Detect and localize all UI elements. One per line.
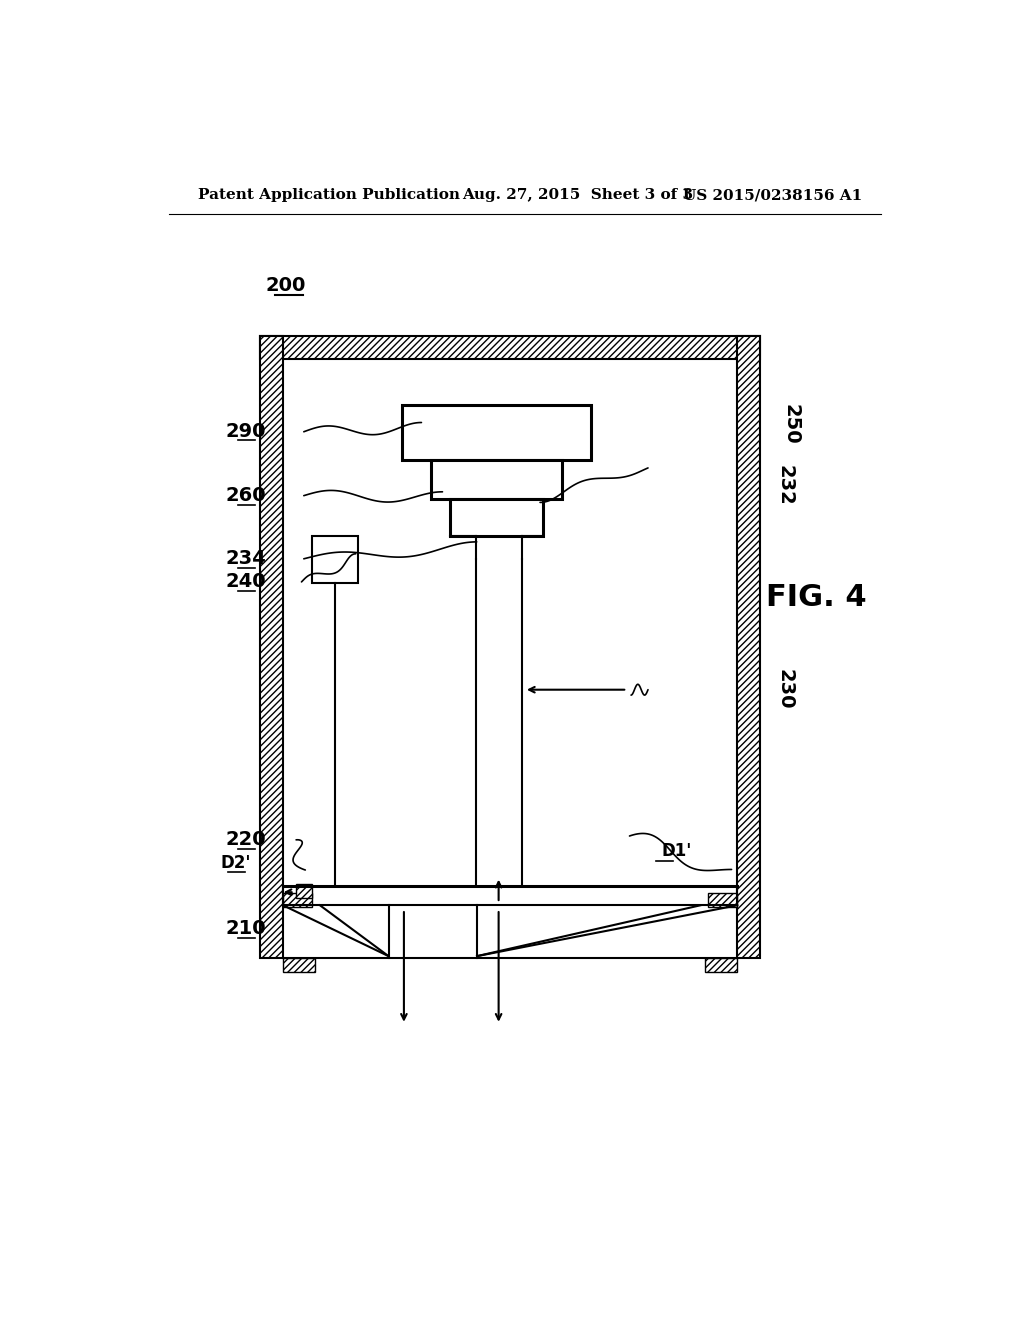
Text: 220: 220 [225, 830, 266, 849]
Bar [402, 405, 591, 461]
Bar [431, 461, 562, 499]
Bar [737, 335, 761, 958]
Bar [311, 536, 357, 583]
Text: 234: 234 [225, 549, 266, 569]
Text: Aug. 27, 2015  Sheet 3 of 3: Aug. 27, 2015 Sheet 3 of 3 [462, 189, 693, 202]
Text: FIG. 4: FIG. 4 [766, 583, 866, 611]
Bar [708, 892, 737, 907]
Text: D2': D2' [220, 854, 251, 873]
Text: 260: 260 [225, 486, 266, 506]
Bar [283, 958, 315, 972]
Text: 232: 232 [776, 465, 795, 506]
Text: 210: 210 [225, 919, 266, 939]
Bar [296, 884, 311, 898]
Text: 250: 250 [781, 404, 800, 445]
Text: 290: 290 [226, 422, 266, 441]
Text: 240: 240 [225, 573, 266, 591]
Bar [705, 958, 737, 972]
Bar [283, 892, 312, 907]
Bar [260, 335, 283, 958]
Bar [451, 499, 543, 536]
Text: Patent Application Publication: Patent Application Publication [199, 189, 461, 202]
Bar [260, 335, 761, 359]
Text: 200: 200 [266, 276, 306, 294]
Text: D1': D1' [662, 842, 692, 861]
Text: 230: 230 [776, 669, 795, 710]
Text: US 2015/0238156 A1: US 2015/0238156 A1 [683, 189, 862, 202]
